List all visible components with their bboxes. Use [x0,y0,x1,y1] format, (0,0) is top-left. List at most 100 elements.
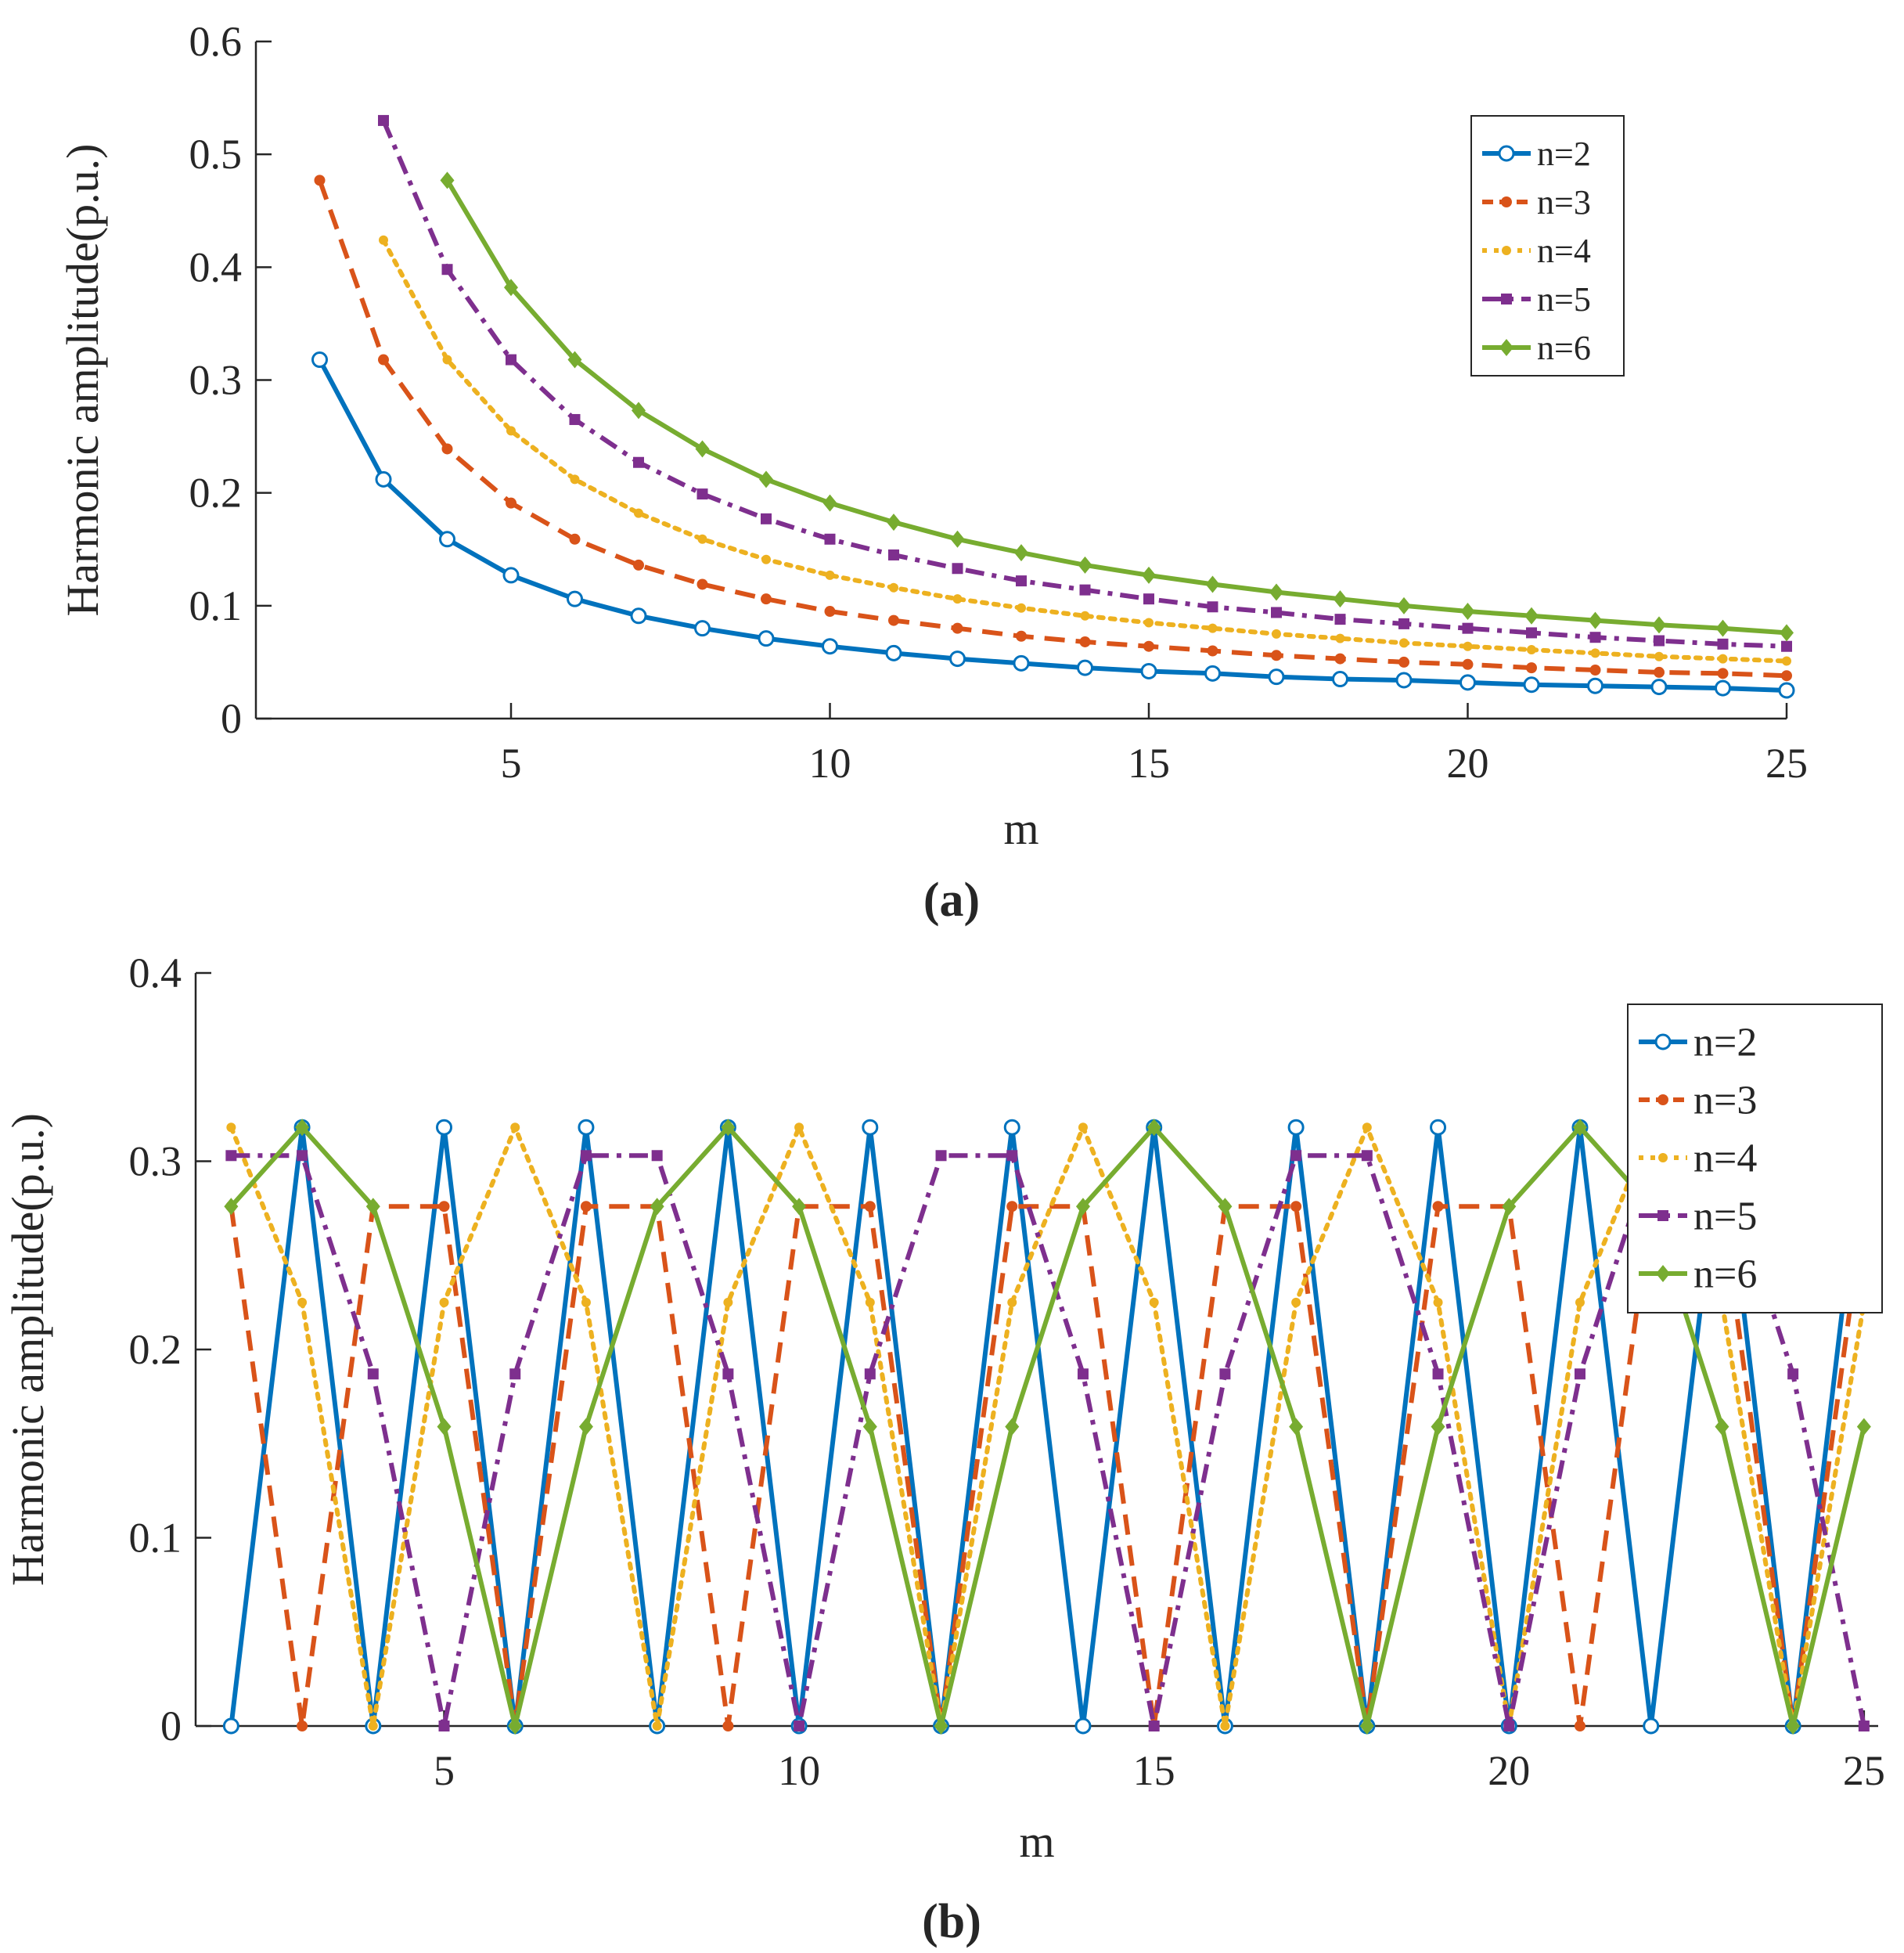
data-point [439,1297,449,1307]
data-point [297,1150,308,1162]
legend-entry: n=2 [1537,135,1591,173]
series-line [317,359,1787,693]
x-tick-label: 15 [1133,1747,1175,1794]
data-point [441,264,453,276]
data-point [1587,677,1603,694]
data-point [1207,645,1218,657]
data-point [440,171,455,189]
data-point [378,354,389,366]
data-point [1430,1119,1447,1136]
legend-marker [1656,1265,1670,1282]
legend-entry: n=4 [1693,1137,1757,1181]
x-tick-label: 10 [778,1747,820,1794]
data-point [1218,1198,1233,1216]
data-point [825,570,835,580]
data-point [697,534,707,544]
series-line [229,1204,1866,1728]
legend-entry: n=4 [1537,232,1591,270]
data-point [1334,614,1346,625]
data-point [952,594,963,604]
legend: n=2 n=3 n=4 n=5 n=6 [1470,115,1625,377]
series-n-6 [224,1119,1871,1735]
data-point [722,1721,734,1731]
series-n-3 [225,1201,1870,1731]
x-tick-label: 5 [434,1747,455,1794]
x-tick-label: 20 [1447,740,1489,787]
data-point [952,563,963,575]
legend-entry: n=6 [1693,1252,1757,1297]
data-point [1290,1201,1302,1213]
data-point [935,1150,947,1162]
data-point [1575,1297,1585,1307]
data-point [1781,670,1792,682]
data-point [824,606,836,618]
data-point [1431,1418,1445,1436]
data-point [580,1150,592,1162]
legend-marker [1501,196,1512,207]
data-point [1462,658,1474,670]
legend-marker [1501,294,1512,304]
data-point [222,1717,239,1735]
data-point [1459,674,1476,691]
legend-marker [1657,1094,1668,1105]
data-point [506,426,516,436]
data-point [1220,1721,1230,1731]
data-point [1654,651,1664,661]
data-point [1287,1119,1305,1136]
data-point [1574,1368,1585,1380]
data-point [1269,583,1283,601]
series-line [229,1125,1866,1728]
data-point [950,530,965,548]
data-point [934,1717,948,1735]
data-point [567,590,583,607]
data-point [1502,1198,1517,1216]
legend-marker [1499,339,1513,356]
data-point [506,497,516,509]
data-point [865,1297,875,1307]
data-point [1524,607,1539,625]
data-point [1463,641,1473,651]
data-point [509,1368,521,1380]
series-n-4 [379,235,1791,666]
data-point [442,355,452,365]
data-point [1718,654,1728,664]
data-point [1291,1297,1301,1307]
data-point [1007,1297,1017,1307]
data-point [652,1721,662,1731]
data-point [578,1119,595,1136]
panel-b-label: (b) [922,1895,981,1948]
data-point [1075,1198,1090,1216]
data-point [794,1122,804,1133]
data-point [1149,1297,1159,1307]
data-point [1204,665,1221,682]
data-point [1016,630,1027,642]
data-point [1006,1150,1018,1162]
data-point [758,630,775,647]
data-point [1650,679,1668,696]
data-point [1208,623,1218,633]
data-point [1079,636,1091,647]
y-tick-label: 0.3 [189,357,243,404]
data-point [1140,662,1157,679]
data-point [1782,656,1791,666]
data-point [1715,619,1730,637]
data-point [580,1201,592,1213]
data-point [1856,1418,1871,1436]
data-point [1143,593,1154,605]
data-point [695,440,710,458]
data-point [824,533,836,545]
x-tick-label: 20 [1488,1747,1530,1794]
y-axis-label: Harmonic amplitude(p.u.) [57,144,108,617]
legend-marker [1657,1210,1668,1221]
data-point [885,644,902,661]
series-line [231,1153,1866,1728]
y-tick-label: 0.5 [189,131,243,178]
data-point [1271,650,1282,661]
data-point [1780,624,1794,642]
data-point [723,1297,733,1307]
series-line [229,1125,1866,1728]
data-point [297,1721,308,1731]
legend-marker [1658,1153,1668,1162]
y-tick-label: 0.1 [189,582,243,629]
data-point [1574,1721,1585,1731]
